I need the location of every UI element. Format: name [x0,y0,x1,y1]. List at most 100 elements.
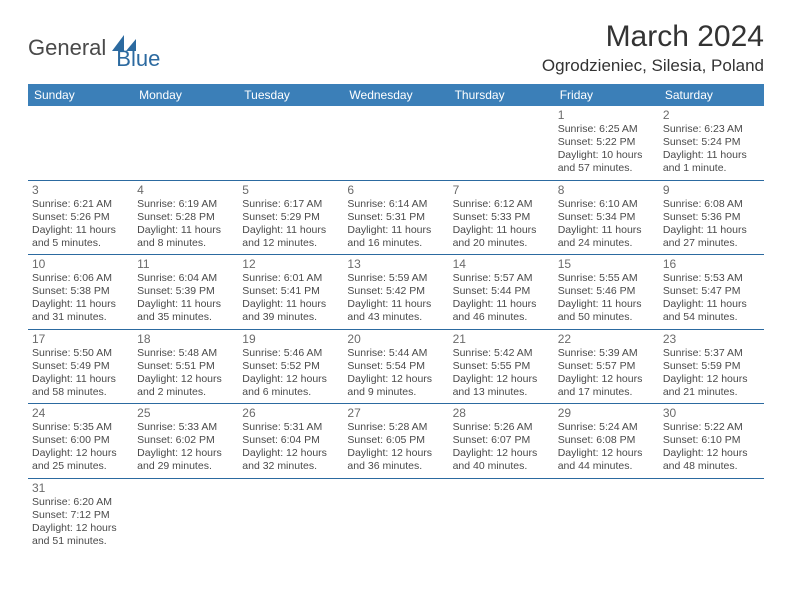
month-title: March 2024 [542,20,764,54]
day-cell: 7Sunrise: 6:12 AMSunset: 5:33 PMDaylight… [449,180,554,255]
day-number: 22 [558,332,655,346]
sunset-line: Sunset: 5:39 PM [137,285,234,298]
sunrise-line: Sunrise: 5:57 AM [453,272,550,285]
day-number: 5 [242,183,339,197]
day-cell: 11Sunrise: 6:04 AMSunset: 5:39 PMDayligh… [133,255,238,330]
day-number: 24 [32,406,129,420]
sunrise-line: Sunrise: 6:25 AM [558,123,655,136]
daylight-line: and 36 minutes. [347,460,444,473]
sunrise-line: Sunrise: 6:19 AM [137,198,234,211]
day-header: Tuesday [238,84,343,106]
daylight-line: Daylight: 10 hours [558,149,655,162]
daylight-line: and 2 minutes. [137,386,234,399]
logo-text-general: General [28,35,106,61]
day-cell: 6Sunrise: 6:14 AMSunset: 5:31 PMDaylight… [343,180,448,255]
day-cell: 12Sunrise: 6:01 AMSunset: 5:41 PMDayligh… [238,255,343,330]
day-number: 31 [32,481,129,495]
daylight-line: and 6 minutes. [242,386,339,399]
sunset-line: Sunset: 5:52 PM [242,360,339,373]
daylight-line: Daylight: 11 hours [558,224,655,237]
empty-cell [659,478,764,552]
sunrise-line: Sunrise: 5:26 AM [453,421,550,434]
day-number: 16 [663,257,760,271]
daylight-line: and 51 minutes. [32,535,129,548]
sunset-line: Sunset: 5:31 PM [347,211,444,224]
daylight-line: and 43 minutes. [347,311,444,324]
sunrise-line: Sunrise: 6:12 AM [453,198,550,211]
day-number: 28 [453,406,550,420]
sunset-line: Sunset: 5:47 PM [663,285,760,298]
daylight-line: and 17 minutes. [558,386,655,399]
calendar-table: SundayMondayTuesdayWednesdayThursdayFrid… [28,84,764,552]
day-cell: 1Sunrise: 6:25 AMSunset: 5:22 PMDaylight… [554,106,659,180]
day-cell: 22Sunrise: 5:39 AMSunset: 5:57 PMDayligh… [554,329,659,404]
daylight-line: and 35 minutes. [137,311,234,324]
daylight-line: Daylight: 12 hours [663,447,760,460]
daylight-line: Daylight: 11 hours [663,224,760,237]
sunrise-line: Sunrise: 5:53 AM [663,272,760,285]
daylight-line: and 20 minutes. [453,237,550,250]
daylight-line: Daylight: 11 hours [137,224,234,237]
day-cell: 29Sunrise: 5:24 AMSunset: 6:08 PMDayligh… [554,404,659,479]
location: Ogrodzieniec, Silesia, Poland [542,56,764,76]
daylight-line: and 9 minutes. [347,386,444,399]
empty-cell [238,106,343,180]
sunrise-line: Sunrise: 5:44 AM [347,347,444,360]
empty-cell [133,106,238,180]
day-cell: 16Sunrise: 5:53 AMSunset: 5:47 PMDayligh… [659,255,764,330]
sunrise-line: Sunrise: 5:37 AM [663,347,760,360]
daylight-line: Daylight: 11 hours [347,298,444,311]
sunrise-line: Sunrise: 6:04 AM [137,272,234,285]
day-number: 14 [453,257,550,271]
day-cell: 24Sunrise: 5:35 AMSunset: 6:00 PMDayligh… [28,404,133,479]
daylight-line: Daylight: 12 hours [663,373,760,386]
day-header: Monday [133,84,238,106]
daylight-line: Daylight: 12 hours [558,373,655,386]
day-cell: 30Sunrise: 5:22 AMSunset: 6:10 PMDayligh… [659,404,764,479]
daylight-line: and 25 minutes. [32,460,129,473]
day-number: 7 [453,183,550,197]
daylight-line: Daylight: 11 hours [32,373,129,386]
daylight-line: and 54 minutes. [663,311,760,324]
logo: General Blue [28,20,160,72]
daylight-line: and 24 minutes. [558,237,655,250]
day-number: 1 [558,108,655,122]
week-row: 1Sunrise: 6:25 AMSunset: 5:22 PMDaylight… [28,106,764,180]
sunrise-line: Sunrise: 6:08 AM [663,198,760,211]
day-number: 29 [558,406,655,420]
day-header: Friday [554,84,659,106]
day-number: 13 [347,257,444,271]
sunset-line: Sunset: 5:24 PM [663,136,760,149]
sunrise-line: Sunrise: 6:06 AM [32,272,129,285]
day-cell: 14Sunrise: 5:57 AMSunset: 5:44 PMDayligh… [449,255,554,330]
sunset-line: Sunset: 5:46 PM [558,285,655,298]
daylight-line: Daylight: 11 hours [558,298,655,311]
day-header: Sunday [28,84,133,106]
sunrise-line: Sunrise: 5:31 AM [242,421,339,434]
day-number: 26 [242,406,339,420]
daylight-line: and 31 minutes. [32,311,129,324]
empty-cell [238,478,343,552]
sunset-line: Sunset: 5:34 PM [558,211,655,224]
daylight-line: and 5 minutes. [32,237,129,250]
sunrise-line: Sunrise: 5:33 AM [137,421,234,434]
sunset-line: Sunset: 5:44 PM [453,285,550,298]
sunrise-line: Sunrise: 6:10 AM [558,198,655,211]
sunset-line: Sunset: 5:51 PM [137,360,234,373]
day-cell: 25Sunrise: 5:33 AMSunset: 6:02 PMDayligh… [133,404,238,479]
day-number: 30 [663,406,760,420]
daylight-line: and 1 minute. [663,162,760,175]
empty-cell [133,478,238,552]
sunset-line: Sunset: 6:10 PM [663,434,760,447]
week-row: 24Sunrise: 5:35 AMSunset: 6:00 PMDayligh… [28,404,764,479]
day-cell: 21Sunrise: 5:42 AMSunset: 5:55 PMDayligh… [449,329,554,404]
day-cell: 9Sunrise: 6:08 AMSunset: 5:36 PMDaylight… [659,180,764,255]
day-number: 15 [558,257,655,271]
daylight-line: and 40 minutes. [453,460,550,473]
daylight-line: Daylight: 11 hours [663,149,760,162]
sunset-line: Sunset: 5:38 PM [32,285,129,298]
sunrise-line: Sunrise: 5:28 AM [347,421,444,434]
sunset-line: Sunset: 6:02 PM [137,434,234,447]
daylight-line: Daylight: 11 hours [663,298,760,311]
sunrise-line: Sunrise: 5:39 AM [558,347,655,360]
